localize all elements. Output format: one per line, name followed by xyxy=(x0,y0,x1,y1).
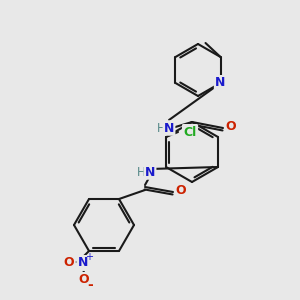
Text: -: - xyxy=(87,278,93,292)
Text: N: N xyxy=(164,122,174,134)
Text: H: H xyxy=(157,122,165,134)
Text: O: O xyxy=(176,184,186,197)
Text: N: N xyxy=(215,76,226,89)
Text: N: N xyxy=(78,256,88,269)
Text: H: H xyxy=(136,166,146,178)
Text: Cl: Cl xyxy=(183,125,196,139)
Text: O: O xyxy=(79,274,89,286)
Text: N: N xyxy=(145,166,155,178)
Text: O: O xyxy=(226,121,236,134)
Text: +: + xyxy=(85,252,93,262)
Text: O: O xyxy=(64,256,74,269)
